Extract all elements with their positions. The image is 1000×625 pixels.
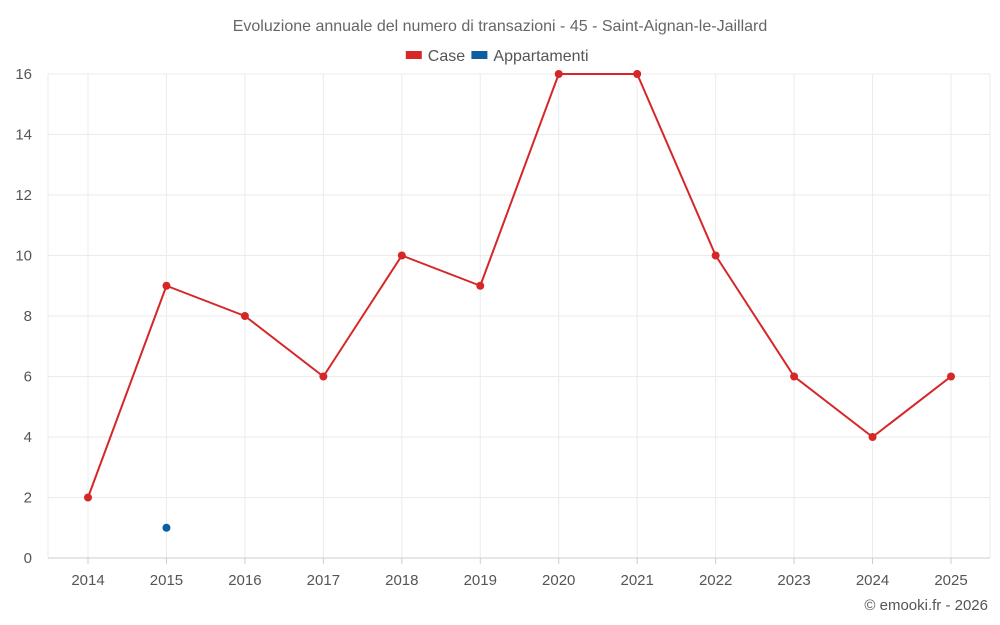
data-point-case-2014 (84, 493, 92, 502)
data-point-case-2024 (868, 433, 877, 441)
x-tick-label: 2025 (934, 572, 967, 589)
data-point-case-2022 (711, 251, 720, 260)
data-point-case-2023 (790, 372, 799, 381)
x-tick-label: 2024 (856, 572, 889, 589)
data-point-case-2017 (319, 372, 328, 381)
data-point-case-2016 (240, 312, 249, 320)
x-tick-label: 2018 (385, 572, 418, 589)
grid (47, 73, 991, 559)
legend-label-appartamenti: Appartamenti (493, 48, 588, 65)
y-tick-label: 16 (15, 66, 32, 83)
legend-swatch-appartamenti (471, 51, 488, 59)
x-tick-label: 2019 (464, 572, 497, 589)
x-tick-label: 2023 (777, 572, 810, 589)
x-tick-label: 2014 (71, 572, 104, 589)
data-point-case-2025 (947, 372, 955, 381)
legend-swatch-case (405, 51, 422, 59)
data-point-appartamenti-2015 (162, 523, 171, 532)
credit-text: © emooki.fr - 2026 (864, 597, 988, 614)
data-point-case-2020 (554, 70, 563, 78)
x-tick-label: 2016 (228, 572, 261, 589)
x-tick-label: 2020 (542, 572, 575, 589)
x-tick-label: 2021 (620, 572, 653, 589)
y-tick-label: 0 (24, 550, 32, 567)
legend: Case Appartamenti (405, 48, 589, 65)
x-tick-label: 2017 (307, 572, 340, 589)
x-axis: 2014 2015 2016 2017 2018 2019 2020 2021 2022 2023… (48, 557, 990, 589)
y-tick-label: 10 (15, 248, 32, 265)
chart-title: Evoluzione annuale del numero di transaz… (233, 18, 768, 35)
x-tick-label: 2015 (150, 572, 183, 589)
y-tick-label: 4 (24, 429, 32, 446)
data-point-case-2021 (633, 70, 642, 78)
y-tick-label: 8 (24, 308, 32, 325)
x-tick-label: 2022 (699, 572, 732, 589)
y-tick-label: 2 (24, 490, 32, 507)
series-line-case (87, 73, 952, 498)
y-axis: 0 2 4 6 8 10 12 14 16 (15, 66, 32, 567)
data-point-case-2019 (476, 281, 485, 290)
y-tick-label: 14 (15, 127, 32, 144)
y-tick-label: 6 (24, 369, 32, 386)
plot-area (84, 70, 955, 532)
data-point-case-2015 (162, 281, 171, 290)
y-tick-label: 12 (15, 187, 32, 204)
legend-label-case: Case (428, 48, 465, 65)
data-point-case-2018 (397, 251, 406, 260)
